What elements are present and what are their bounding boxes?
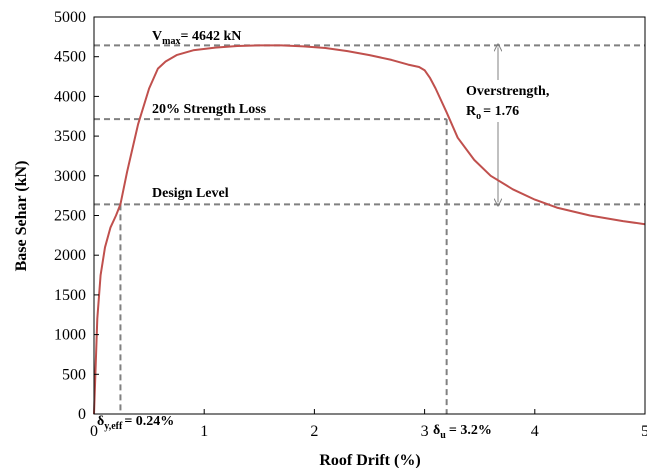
pushover-curve	[93, 44, 646, 415]
x-tick-label: 2	[310, 423, 318, 440]
delta-u-label: δu = 3.2%	[433, 423, 492, 441]
series-layer	[93, 44, 646, 415]
x-tick-label: 5	[641, 423, 647, 440]
overstrength-value-label: Ro = 1.76	[466, 104, 519, 122]
y-tick-label: 3500	[54, 128, 86, 145]
y-axis-title: Base Sehar (kN)	[13, 161, 30, 272]
strength-loss-label: 20% Strength Loss	[152, 102, 267, 117]
axes: 0 500 1000 1500 2000 2500 3000 3500 4000 4500 5000…	[54, 9, 647, 440]
x-axis-title: Roof Drift (%)	[319, 452, 420, 468]
reference-lines	[94, 45, 645, 414]
y-tick-label: 2500	[54, 208, 86, 225]
design-level-label: Design Level	[152, 186, 229, 201]
y-tick-label: 2000	[54, 247, 86, 264]
x-tick-label: 3	[421, 423, 429, 440]
y-tick-label: 4500	[54, 49, 86, 66]
x-tick-label: 4	[531, 423, 539, 440]
plot-frame	[93, 16, 646, 415]
y-tick-label: 1000	[54, 327, 86, 344]
y-tick-label: 3000	[54, 168, 86, 185]
y-tick-label: 1500	[54, 287, 86, 304]
y-tick-label: 5000	[54, 9, 86, 26]
y-tick-label: 0	[78, 406, 86, 423]
y-tick-label: 500	[62, 366, 86, 383]
delta-y-label: δy,eff = 0.24%	[97, 414, 174, 432]
x-tick-label: 0	[90, 423, 98, 440]
vmax-label: Vmax= 4642 kN	[152, 29, 241, 47]
overstrength-label: Overstrength,	[466, 84, 549, 99]
y-tick-label: 4000	[54, 88, 86, 105]
annotations: Vmax= 4642 kN 20% Strength Loss Design L…	[97, 29, 549, 441]
x-tick-label: 1	[200, 423, 208, 440]
